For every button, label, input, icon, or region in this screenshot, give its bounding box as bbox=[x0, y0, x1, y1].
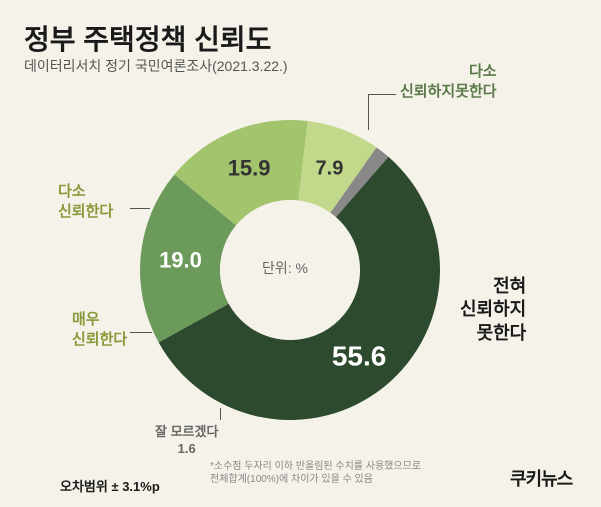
unit-label: 단위: % bbox=[262, 258, 308, 278]
label-some_no: 다소 신뢰하지못한다 bbox=[400, 62, 497, 101]
value-strong_no: 55.6 bbox=[332, 340, 387, 371]
leader-strong_yes bbox=[130, 332, 152, 333]
label-strong_no: 전혀 신뢰하지 못한다 bbox=[460, 275, 526, 345]
label-dontknow: 잘 모르겠다 1.6 bbox=[155, 424, 218, 458]
leader-some_yes bbox=[130, 208, 150, 209]
margin-of-error: 오차범위 ± 3.1%p bbox=[60, 476, 160, 495]
footnote: *소수점 두자리 이하 반올림된 수치를 사용했으므로 전체합계(100%)에 … bbox=[210, 460, 421, 486]
label-some_yes: 다소 신뢰한다 bbox=[58, 182, 113, 221]
value-some_no: 19.0 bbox=[159, 247, 202, 272]
leader-dontknow bbox=[220, 408, 221, 420]
label-strong_yes: 매우 신뢰한다 bbox=[72, 310, 127, 349]
donut-chart: 55.6 19.0 15.9 7.9 bbox=[0, 0, 601, 507]
source-logo: 쿠키뉴스 bbox=[510, 465, 572, 491]
value-some_yes: 15.9 bbox=[228, 156, 271, 181]
leader-some_no bbox=[368, 94, 369, 130]
leader-some_no bbox=[368, 94, 396, 95]
value-strong_yes: 7.9 bbox=[316, 157, 344, 179]
